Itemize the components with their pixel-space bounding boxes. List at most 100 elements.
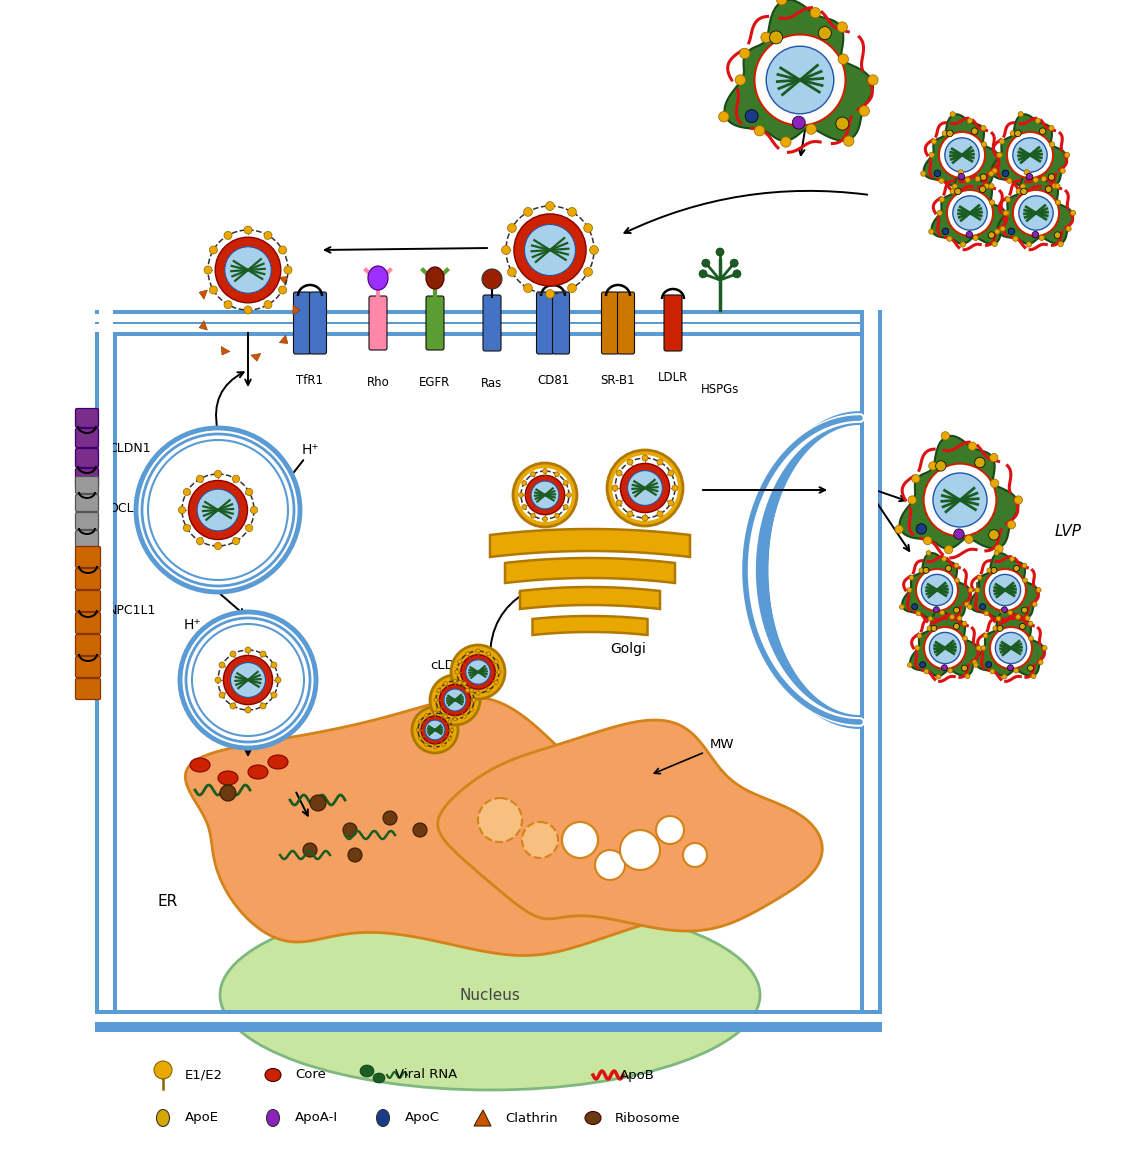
- Ellipse shape: [248, 765, 268, 779]
- Polygon shape: [199, 320, 207, 331]
- FancyBboxPatch shape: [76, 657, 101, 677]
- Circle shape: [616, 470, 622, 476]
- Circle shape: [497, 670, 501, 674]
- FancyBboxPatch shape: [76, 429, 98, 447]
- Circle shape: [718, 112, 729, 122]
- Circle shape: [513, 463, 577, 526]
- Circle shape: [1042, 176, 1046, 182]
- Circle shape: [183, 488, 190, 495]
- Circle shape: [907, 662, 913, 667]
- Circle shape: [923, 567, 929, 574]
- Circle shape: [1054, 232, 1061, 238]
- Polygon shape: [293, 305, 300, 314]
- Circle shape: [668, 500, 674, 506]
- Bar: [872, 310, 878, 1010]
- Circle shape: [1020, 184, 1026, 189]
- Circle shape: [616, 500, 622, 506]
- Circle shape: [975, 176, 981, 182]
- Circle shape: [819, 26, 831, 39]
- Circle shape: [899, 605, 905, 609]
- Circle shape: [962, 621, 967, 626]
- Circle shape: [952, 184, 958, 189]
- Circle shape: [418, 720, 422, 723]
- Circle shape: [929, 462, 936, 470]
- Circle shape: [1016, 189, 1021, 194]
- Circle shape: [543, 516, 547, 522]
- Circle shape: [761, 32, 771, 43]
- Circle shape: [443, 682, 448, 685]
- Circle shape: [996, 616, 1001, 621]
- Circle shape: [810, 8, 821, 18]
- FancyBboxPatch shape: [553, 291, 570, 354]
- Circle shape: [1000, 139, 1004, 144]
- Circle shape: [448, 737, 451, 741]
- Circle shape: [984, 183, 990, 189]
- Circle shape: [183, 524, 190, 531]
- Circle shape: [463, 714, 466, 719]
- Text: H⁺: H⁺: [183, 617, 201, 632]
- Circle shape: [994, 551, 999, 555]
- Circle shape: [486, 688, 491, 692]
- Circle shape: [924, 463, 996, 537]
- Circle shape: [920, 661, 925, 668]
- Circle shape: [425, 713, 429, 717]
- Bar: [95, 314, 860, 323]
- Circle shape: [621, 463, 670, 513]
- Circle shape: [1033, 601, 1037, 607]
- Circle shape: [1015, 495, 1022, 505]
- Circle shape: [215, 237, 280, 303]
- FancyBboxPatch shape: [76, 591, 101, 612]
- Circle shape: [948, 668, 952, 673]
- Polygon shape: [506, 558, 675, 583]
- Text: MW: MW: [710, 738, 734, 751]
- Circle shape: [991, 479, 999, 487]
- Circle shape: [482, 270, 502, 289]
- Circle shape: [1002, 170, 1009, 176]
- Ellipse shape: [267, 1109, 279, 1127]
- Polygon shape: [185, 697, 751, 955]
- Circle shape: [907, 588, 912, 592]
- Circle shape: [990, 627, 1031, 669]
- Circle shape: [189, 480, 248, 539]
- Circle shape: [1008, 228, 1015, 235]
- Circle shape: [1019, 196, 1053, 230]
- Circle shape: [769, 31, 783, 44]
- Circle shape: [1007, 179, 1012, 183]
- Circle shape: [777, 0, 787, 5]
- Circle shape: [519, 493, 524, 498]
- Circle shape: [1005, 197, 1011, 202]
- Circle shape: [197, 476, 204, 483]
- Text: TfR1: TfR1: [296, 374, 323, 387]
- Circle shape: [589, 245, 598, 255]
- Polygon shape: [222, 265, 230, 273]
- Text: HSPGs: HSPGs: [701, 382, 740, 396]
- Circle shape: [1028, 665, 1034, 672]
- FancyBboxPatch shape: [76, 613, 101, 634]
- Circle shape: [215, 470, 222, 478]
- Circle shape: [988, 232, 995, 238]
- Circle shape: [245, 524, 252, 531]
- Circle shape: [136, 429, 300, 592]
- Circle shape: [916, 569, 958, 611]
- Text: LDLR: LDLR: [658, 371, 688, 384]
- Circle shape: [844, 136, 854, 146]
- Circle shape: [953, 607, 959, 613]
- Circle shape: [986, 661, 992, 668]
- Circle shape: [1038, 660, 1043, 665]
- Circle shape: [984, 611, 988, 616]
- Circle shape: [965, 535, 973, 544]
- Polygon shape: [970, 553, 1038, 619]
- Circle shape: [979, 604, 986, 609]
- Circle shape: [264, 301, 271, 309]
- Text: Clathrin: Clathrin: [506, 1112, 558, 1124]
- Ellipse shape: [265, 1069, 280, 1082]
- Circle shape: [310, 795, 326, 811]
- Circle shape: [993, 626, 998, 631]
- Circle shape: [469, 707, 474, 712]
- Circle shape: [425, 720, 444, 740]
- Circle shape: [934, 170, 941, 176]
- Circle shape: [275, 677, 280, 683]
- Text: I: I: [975, 505, 979, 520]
- Circle shape: [745, 109, 758, 122]
- Text: Rho: Rho: [366, 376, 389, 389]
